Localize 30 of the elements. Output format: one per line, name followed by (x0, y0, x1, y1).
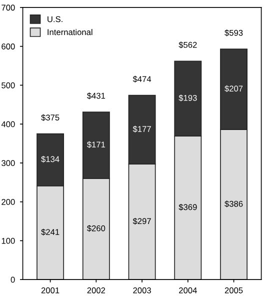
x-tick-label: 2005 (224, 287, 243, 294)
y-tick-label: 200 (2, 199, 15, 205)
data-label: $134 (41, 156, 60, 163)
data-label: $171 (86, 141, 106, 148)
y-tick-label: 300 (2, 160, 15, 166)
legend-label: International (48, 29, 92, 36)
y-tick-label: 600 (2, 44, 15, 50)
x-tick-label: 2001 (41, 287, 60, 294)
data-label: $297 (132, 218, 151, 225)
x-tick-label: 2003 (133, 287, 151, 294)
total-label: $474 (132, 76, 152, 83)
data-label: $260 (86, 225, 106, 232)
data-label: $207 (224, 85, 243, 92)
data-label: $386 (224, 200, 243, 208)
y-tick-label: 100 (2, 238, 15, 244)
y-tick-label: 400 (1, 121, 15, 128)
data-label: $177 (132, 126, 151, 132)
total-label: $375 (41, 114, 60, 121)
data-label: $369 (178, 204, 197, 211)
y-tick-label: 0 (10, 276, 15, 283)
y-tick-label: 700 (2, 4, 15, 11)
data-label: $241 (41, 228, 60, 236)
x-tick-label: 2002 (87, 287, 106, 294)
total-label: $562 (178, 42, 197, 48)
x-tick-label: 2004 (179, 287, 197, 294)
total-label: $431 (86, 92, 106, 100)
total-label: $593 (224, 30, 243, 36)
data-label: $193 (178, 94, 197, 102)
legend-label: U.S. (48, 16, 62, 22)
y-tick-label: 500 (2, 82, 15, 88)
